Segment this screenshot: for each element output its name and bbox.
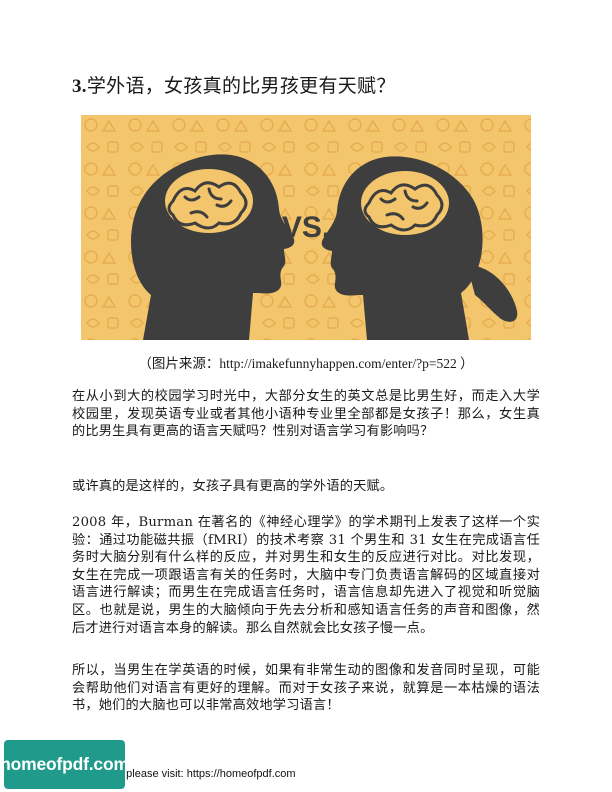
paragraph-4: 所以，当男生在学英语的时候，如果有非常生动的图像和发音同时呈现，可能会帮助他们对…: [72, 663, 540, 714]
girl-brain: [361, 171, 449, 235]
vs-label: VS.: [282, 211, 330, 244]
boy-brain: [165, 169, 253, 233]
brain-silhouettes-image: VS.: [81, 115, 531, 340]
paragraph-3: 2008 年，Burman 在著名的《神经心理学》的学术期刊上发表了这样一个实验…: [72, 515, 540, 636]
paragraph-1: 在从小到大的校园学习时光中，大部分女生的英文总是比男生好，而走入大学校园里，发现…: [72, 389, 540, 440]
homeofpdf-logo[interactable]: homeofpdf.com: [0, 740, 129, 789]
section-title-text: 学外语，女孩真的比男孩更有天赋？: [86, 75, 396, 97]
section-title: 3.学外语，女孩真的比男孩更有天赋？: [72, 73, 542, 100]
girl-ponytail: [467, 265, 518, 322]
section-number: 3.: [72, 76, 87, 97]
figure-caption: （图片来源：http://imakefunnyhappen.com/enter/…: [138, 356, 474, 371]
paragraph-2: 或许真的是这样的，女孩子具有更高的学外语的天赋。: [72, 479, 394, 494]
illustration-boy-vs-girl-brains: VS.: [81, 115, 531, 340]
footer-note: e please visit: https://homeofpdf.com: [117, 768, 296, 780]
